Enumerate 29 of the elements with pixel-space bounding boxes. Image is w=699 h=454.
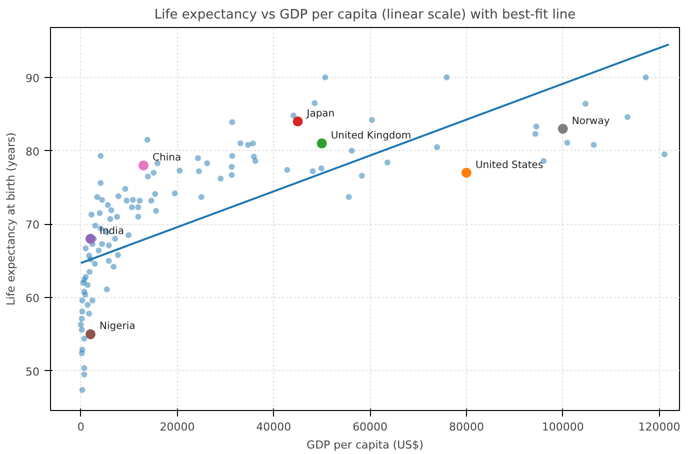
x-axis-title: GDP per capita (US$) (306, 438, 424, 452)
chart-title: Life expectancy vs GDP per capita (linear scale) with best-fit line (154, 8, 576, 22)
y-tick-label: 60 (26, 292, 40, 306)
y-tick-label: 90 (26, 72, 40, 85)
x-tick-label: 0 (77, 420, 84, 434)
point (461, 168, 472, 178)
x-tick-label: 20000 (160, 420, 195, 434)
point (558, 124, 568, 134)
series-label: Nigeria (100, 321, 136, 332)
x-tick-label: 80000 (448, 420, 484, 434)
y-tick-label: 50 (26, 365, 40, 378)
series-label: India (100, 226, 124, 237)
x-tick-label: 120000 (638, 420, 680, 434)
point (316, 138, 327, 148)
y-axis-title: Life expectancy at birth (years) (4, 132, 18, 306)
series-label: Norway (572, 116, 610, 127)
series-label: United Kingdom (330, 130, 412, 142)
point (138, 160, 149, 170)
x-tick-label: 40000 (256, 420, 292, 434)
series-label: United States (475, 160, 544, 171)
x-tick-label: 60000 (352, 420, 388, 434)
series-label: Japan (306, 108, 335, 120)
y-tick-label: 80 (26, 145, 40, 158)
x-tick-label: 100000 (542, 420, 584, 434)
point (86, 234, 96, 244)
series-label: China (152, 152, 182, 164)
y-tick-label: 70 (26, 218, 40, 232)
point (86, 329, 96, 340)
point (292, 116, 303, 126)
